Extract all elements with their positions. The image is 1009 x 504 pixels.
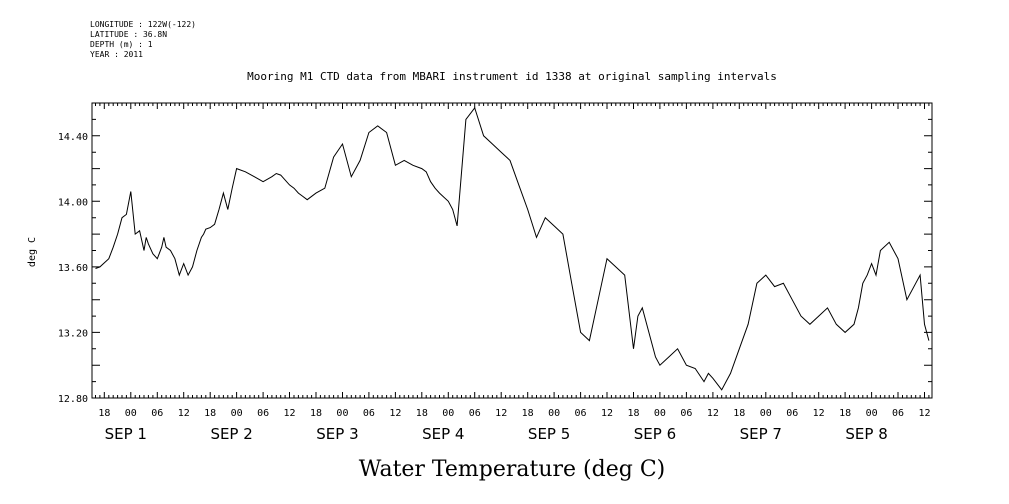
x-hour-label: 00 <box>442 408 454 419</box>
x-hour-label: 00 <box>231 408 243 419</box>
x-hour-label: 18 <box>627 408 639 419</box>
x-day-label: SEP 5 <box>528 425 570 443</box>
x-hour-label: 12 <box>389 408 401 419</box>
y-tick-label: 14.40 <box>58 132 88 143</box>
x-hour-label: 00 <box>760 408 772 419</box>
x-hour-label: 18 <box>98 408 110 419</box>
x-axis-label: Water Temperature (deg C) <box>359 457 666 482</box>
x-hour-label: 18 <box>839 408 851 419</box>
longitude-text: LONGITUDE : 122W(-122) <box>90 20 196 29</box>
x-day-label: SEP 6 <box>634 425 676 443</box>
temperature-series-line <box>95 106 930 391</box>
plot-area: 12.80 13.20 13.60 14.00 14.40 18 00 06 12 18 00 06 1… <box>58 102 933 443</box>
y-tick-label: 13.60 <box>58 263 88 274</box>
x-hour-label: 06 <box>151 408 163 419</box>
x-hour-label: 12 <box>495 408 507 419</box>
x-hour-label: 06 <box>680 408 692 419</box>
x-hour-label: 06 <box>363 408 375 419</box>
metadata-block: LONGITUDE : 122W(-122) LATITUDE : 36.8N … <box>90 20 196 60</box>
x-day-label: SEP 3 <box>316 425 358 443</box>
x-hour-label: 12 <box>707 408 719 419</box>
y-tick-label: 14.00 <box>58 197 88 208</box>
year-text: YEAR : 2011 <box>90 50 143 59</box>
x-hour-label: 00 <box>654 408 666 419</box>
y-tick-label: 13.20 <box>58 328 88 339</box>
x-hour-label: 00 <box>548 408 560 419</box>
y-axis-ticks <box>92 102 932 399</box>
x-hour-label: 12 <box>178 408 190 419</box>
x-hour-label: 06 <box>786 408 798 419</box>
x-hour-label: 12 <box>918 408 930 419</box>
x-hour-label: 18 <box>522 408 534 419</box>
chart-title: Mooring M1 CTD data from MBARI instrumen… <box>247 70 777 83</box>
x-hour-label: 00 <box>336 408 348 419</box>
depth-text: DEPTH (m) : 1 <box>90 40 153 49</box>
x-hour-label: 18 <box>733 408 745 419</box>
x-hour-label: 12 <box>813 408 825 419</box>
y-tick-label: 12.80 <box>58 394 88 405</box>
y-axis-label: deg C <box>27 237 38 267</box>
x-hour-label: 12 <box>284 408 296 419</box>
x-hour-label: 00 <box>866 408 878 419</box>
x-axis-ticks <box>95 103 930 398</box>
x-hour-label: 12 <box>601 408 613 419</box>
plot-frame <box>91 102 933 399</box>
latitude-text: LATITUDE : 36.8N <box>90 30 168 39</box>
x-day-label: SEP 7 <box>740 425 782 443</box>
x-hour-label: 18 <box>310 408 322 419</box>
x-hour-label: 18 <box>204 408 216 419</box>
x-hour-label: 06 <box>575 408 587 419</box>
x-day-label: SEP 8 <box>845 425 887 443</box>
x-hour-label: 06 <box>892 408 904 419</box>
x-hour-label: 00 <box>125 408 137 419</box>
x-hour-label: 06 <box>469 408 481 419</box>
x-day-label: SEP 1 <box>105 425 147 443</box>
x-day-label: SEP 4 <box>422 425 464 443</box>
x-hour-label: 06 <box>257 408 269 419</box>
x-day-label: SEP 2 <box>210 425 252 443</box>
x-hour-label: 18 <box>416 408 428 419</box>
